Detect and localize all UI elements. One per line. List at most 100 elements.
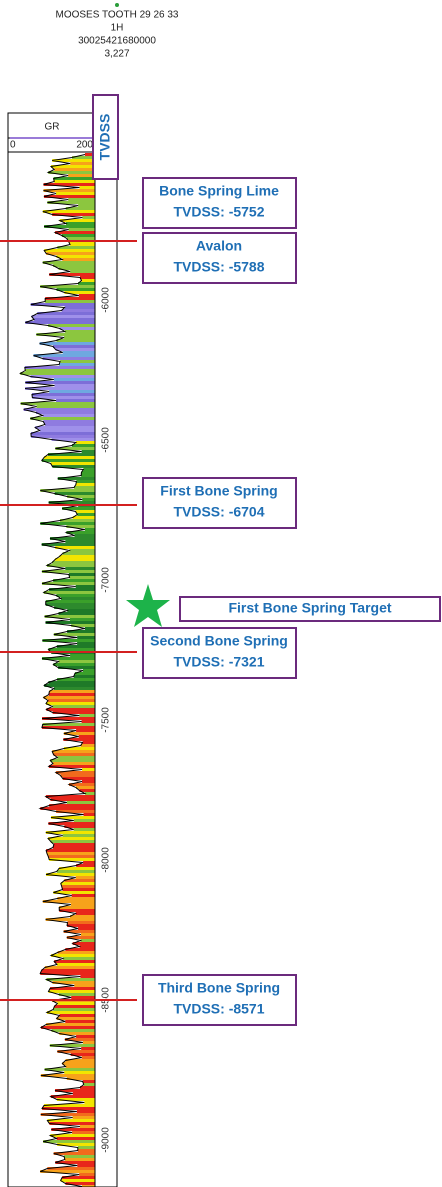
gr-fill [56, 1017, 95, 1020]
gr-fill [75, 510, 95, 513]
gr-fill [56, 255, 95, 258]
gr-fill [42, 657, 95, 660]
depth-label: -7500 [101, 707, 112, 733]
gr-fill [79, 1086, 95, 1089]
curve-min: 0 [10, 140, 16, 151]
gr-fill [62, 552, 95, 555]
gr-fill [49, 804, 95, 807]
gr-fill [62, 1062, 95, 1065]
gr-fill [65, 207, 95, 210]
gr-fill [72, 1092, 95, 1095]
gr-fill [79, 1173, 95, 1176]
gr-fill [68, 573, 95, 576]
gr-fill [65, 1059, 95, 1062]
gr-fill [42, 582, 95, 585]
top-name: Avalon [196, 238, 242, 254]
gr-fill [57, 1143, 95, 1146]
top-box [142, 974, 297, 1026]
gr-fill [54, 1005, 95, 1008]
top-box [142, 232, 297, 284]
gr-fill [83, 861, 95, 864]
gr-fill [46, 1023, 95, 1026]
gr-fill [70, 270, 95, 273]
gr-fill [72, 1116, 95, 1119]
gr-fill [78, 204, 95, 207]
gr-fill [66, 936, 95, 939]
gr-fill [43, 195, 95, 198]
gr-fill [44, 225, 95, 228]
gr-fill [54, 168, 95, 171]
gr-fill [47, 1119, 95, 1122]
gr-fill [52, 762, 95, 765]
gr-fill [48, 855, 95, 858]
depth-label: -6000 [101, 287, 112, 313]
gr-fill [53, 843, 95, 846]
gr-fill [59, 363, 95, 366]
gr-fill [25, 387, 95, 390]
gr-fill [57, 1050, 95, 1053]
gr-fill [36, 405, 95, 408]
top-name: First Bone Spring [160, 483, 277, 499]
gr-fill [41, 969, 95, 972]
gr-fill [68, 228, 95, 231]
gr-fill [46, 564, 95, 567]
top-depth: TVDSS: -8571 [173, 1001, 264, 1017]
gr-fill [82, 768, 95, 771]
gr-fill [46, 849, 95, 852]
gr-fill [54, 384, 95, 387]
gr-fill [75, 585, 95, 588]
gr-fill [70, 243, 95, 246]
gr-fill [56, 1098, 95, 1101]
gr-fill [41, 1026, 95, 1029]
gr-fill [58, 660, 95, 663]
gr-fill [62, 507, 95, 510]
gr-fill [75, 483, 95, 486]
gr-fill [74, 486, 95, 489]
gr-fill [84, 627, 95, 630]
gr-fill [81, 1047, 95, 1050]
gr-fill [42, 723, 95, 726]
gr-fill [63, 747, 95, 750]
gr-fill [54, 960, 95, 963]
gr-fill [76, 1035, 95, 1038]
gr-fill [51, 1128, 95, 1131]
gr-fill [45, 621, 95, 624]
gr-fill [32, 396, 95, 399]
gr-fill [60, 774, 95, 777]
gr-fill [53, 891, 95, 894]
gr-fill [58, 993, 95, 996]
top-box [142, 477, 297, 529]
gr-fill [50, 537, 95, 540]
gr-fill [74, 534, 95, 537]
depth-label: -9000 [101, 1127, 112, 1153]
depth-title-box [92, 94, 119, 180]
gr-fill [68, 198, 95, 201]
gr-fill [59, 519, 95, 522]
gr-fill [46, 978, 95, 981]
depth-label: -6500 [101, 427, 112, 453]
gr-fill [47, 1167, 95, 1170]
gr-fill [43, 1140, 95, 1143]
gr-fill [35, 411, 95, 414]
gr-fill [60, 882, 95, 885]
gr-fill [70, 162, 95, 165]
gr-fill [80, 933, 95, 936]
gr-fill [45, 603, 95, 606]
gr-fill [44, 1068, 95, 1071]
gr-fill [55, 771, 95, 774]
gr-fill [61, 309, 95, 312]
gr-fill [64, 1071, 95, 1074]
gr-fill [53, 633, 95, 636]
gr-fill [77, 1149, 95, 1152]
gr-fill [31, 315, 95, 318]
gr-fill [56, 339, 95, 342]
well-symbol [115, 3, 119, 7]
gr-fill [49, 1044, 95, 1047]
gr-fill [50, 798, 95, 801]
gr-fill [52, 705, 95, 708]
gr-fill [45, 300, 95, 303]
gr-fill [81, 1185, 95, 1187]
gr-fill [48, 765, 95, 768]
gr-fill [81, 474, 95, 477]
gr-fill [58, 666, 95, 669]
